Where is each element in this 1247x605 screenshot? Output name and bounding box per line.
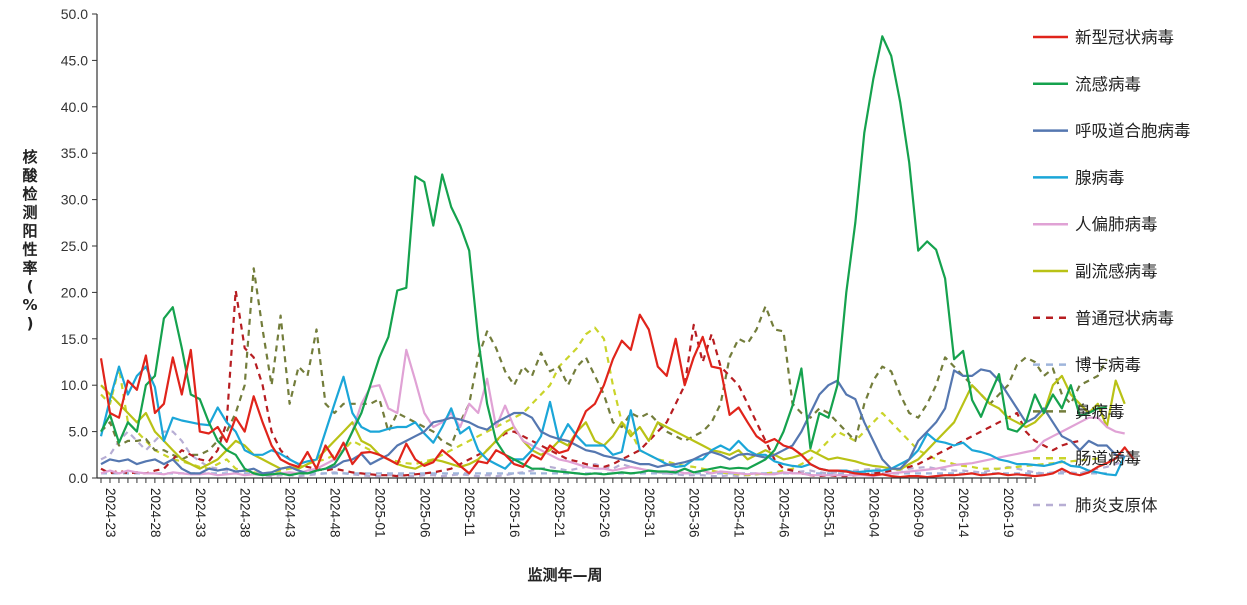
- legend-label: 鼻病毒: [1075, 402, 1125, 421]
- x-tick-label: 2024-48: [328, 488, 343, 538]
- y-tick-label: 35.0: [61, 145, 88, 161]
- legend-label: 副流感病毒: [1075, 262, 1158, 281]
- x-tick-label: 2025-36: [687, 488, 702, 538]
- x-tick-label: 2025-11: [462, 488, 477, 537]
- x-tick-label: 2026-14: [956, 488, 971, 538]
- y-tick-label: 5.0: [69, 424, 89, 440]
- series-layer: [99, 35, 1135, 479]
- x-tick-label: 2024-28: [148, 488, 163, 538]
- legend-label: 新型冠状病毒: [1075, 28, 1174, 47]
- x-tick-label: 2025-46: [777, 488, 792, 538]
- x-tick-label: 2024-38: [238, 488, 253, 538]
- x-tick-label: 2025-21: [552, 488, 567, 538]
- y-tick-label: 25.0: [61, 238, 88, 254]
- y-tick-label: 15.0: [61, 331, 88, 347]
- legend-label: 流感病毒: [1075, 75, 1141, 94]
- series-line: [100, 35, 1107, 477]
- axes-layer: 监测年—周 核酸检测阳性率(%) 0.0 5.0 10.0 15.0 20.0 25.0 3…: [22, 6, 1036, 584]
- y-tick-label: 45.0: [61, 52, 88, 68]
- legend-label: 呼吸道合胞病毒: [1075, 122, 1191, 141]
- x-tick-label: 2025-26: [597, 488, 612, 538]
- x-tick-label: 2026-09: [911, 488, 926, 538]
- x-tick-label: 2025-51: [821, 488, 836, 538]
- y-tick-label: 30.0: [61, 192, 88, 208]
- legend-label: 腺病毒: [1075, 168, 1125, 187]
- y-tick-label: 40.0: [61, 99, 88, 115]
- y-tick-label: 20.0: [61, 284, 88, 300]
- legend: 新型冠状病毒流感病毒呼吸道合胞病毒腺病毒人偏肺病毒副流感病毒普通冠状病毒博卡病毒…: [1033, 28, 1191, 515]
- x-tick-label: 2026-04: [866, 488, 881, 538]
- legend-label: 普通冠状病毒: [1075, 309, 1174, 328]
- y-tick-label: 0.0: [69, 470, 89, 486]
- x-tick-label: 2024-43: [283, 488, 298, 538]
- legend-label: 肺炎支原体: [1075, 496, 1158, 515]
- series-line: [100, 368, 1125, 475]
- x-tick-label: 2024-23: [103, 488, 118, 538]
- legend-label: 肠道病毒: [1075, 449, 1141, 468]
- legend-label: 博卡病毒: [1075, 356, 1141, 375]
- x-tick-label: 2025-06: [417, 488, 432, 538]
- series-line: [99, 365, 1126, 477]
- y-tick-label: 10.0: [61, 377, 88, 393]
- x-axis-title: 监测年—周: [527, 566, 602, 584]
- x-tick-label: 2026-19: [1001, 488, 1016, 538]
- legend-label: 人偏肺病毒: [1075, 215, 1158, 234]
- y-axis-title: 核酸检测阳性率(%): [22, 148, 38, 333]
- series-line: [100, 374, 1126, 471]
- x-tick-label: 2025-41: [732, 488, 747, 538]
- series-line: [100, 267, 1108, 461]
- y-tick-label: 50.0: [61, 6, 88, 22]
- x-tick-label: 2025-16: [507, 488, 522, 538]
- x-tick-label: 2025-31: [642, 488, 657, 538]
- x-tick-label: 2024-33: [193, 488, 208, 538]
- series-line: [99, 313, 1135, 479]
- x-tick-label: 2025-01: [372, 488, 387, 538]
